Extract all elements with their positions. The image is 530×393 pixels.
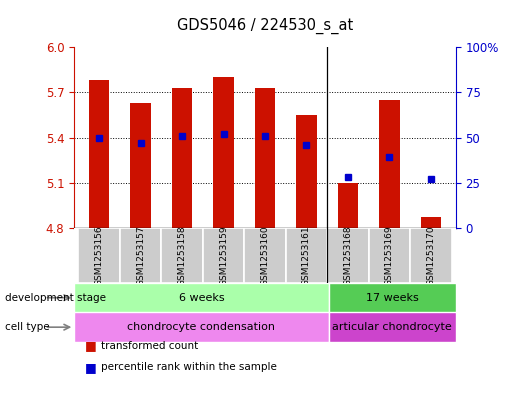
Bar: [338, 183, 358, 228]
Text: development stage: development stage: [5, 293, 107, 303]
Text: transformed count: transformed count: [101, 341, 198, 351]
Bar: [410, 228, 452, 283]
Text: GSM1253159: GSM1253159: [219, 225, 228, 286]
Text: percentile rank within the sample: percentile rank within the sample: [101, 362, 277, 373]
Text: articular chondrocyte: articular chondrocyte: [332, 322, 452, 332]
Bar: [172, 88, 192, 228]
Bar: [420, 217, 441, 228]
Bar: [286, 228, 327, 283]
Bar: [327, 228, 369, 283]
Text: GSM1253169: GSM1253169: [385, 225, 394, 286]
Text: 6 weeks: 6 weeks: [179, 293, 224, 303]
Bar: [161, 228, 203, 283]
Text: GSM1253160: GSM1253160: [261, 225, 269, 286]
Bar: [74, 312, 329, 342]
Text: GSM1253156: GSM1253156: [94, 225, 103, 286]
Bar: [329, 312, 456, 342]
Bar: [213, 77, 234, 228]
Bar: [89, 80, 110, 228]
Text: chondrocyte condensation: chondrocyte condensation: [127, 322, 276, 332]
Bar: [130, 103, 151, 228]
Text: ■: ■: [85, 361, 96, 374]
Bar: [329, 283, 456, 312]
Bar: [244, 228, 286, 283]
Text: GSM1253157: GSM1253157: [136, 225, 145, 286]
Text: GSM1253168: GSM1253168: [343, 225, 352, 286]
Bar: [254, 88, 276, 228]
Text: GDS5046 / 224530_s_at: GDS5046 / 224530_s_at: [177, 17, 353, 34]
Bar: [369, 228, 410, 283]
Text: GSM1253158: GSM1253158: [178, 225, 187, 286]
Bar: [379, 100, 400, 228]
Text: GSM1253170: GSM1253170: [427, 225, 436, 286]
Bar: [296, 115, 317, 228]
Bar: [203, 228, 244, 283]
Text: ■: ■: [85, 339, 96, 353]
Text: GSM1253161: GSM1253161: [302, 225, 311, 286]
Text: cell type: cell type: [5, 322, 50, 332]
Text: 17 weeks: 17 weeks: [366, 293, 419, 303]
Bar: [74, 283, 329, 312]
Bar: [120, 228, 161, 283]
Bar: [78, 228, 120, 283]
